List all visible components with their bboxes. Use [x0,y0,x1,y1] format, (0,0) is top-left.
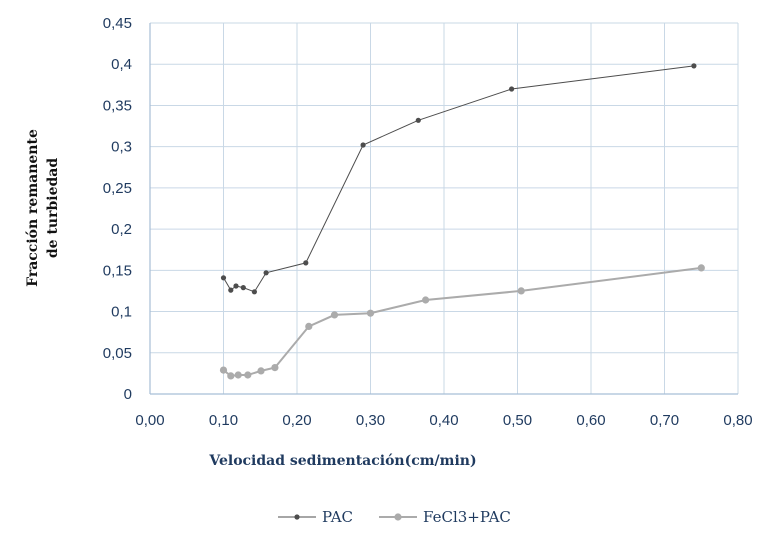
data-point [509,86,515,92]
y-axis-title-line-1: Fracción remanente [25,129,41,287]
series-line [222,266,702,377]
data-point [303,260,309,266]
y-axis-title-line-2: de turbiedad [45,158,61,258]
x-axis-title: Velocidad sedimentación(cm/min) [208,453,476,469]
legend: PAC FeCl3+PAC [278,508,511,526]
data-point [234,371,242,379]
data-point [220,275,227,281]
axes [149,23,738,395]
y-tick-label: 0,25 [103,180,132,197]
legend-item-fecl3-pac: FeCl3+PAC [379,508,511,526]
x-tick-label: 0,60 [576,412,605,429]
y-tick-label: 0,4 [111,56,132,73]
data-point [360,142,366,148]
data-point [227,372,235,380]
data-point [330,311,339,319]
series-fecl3-pac [219,264,705,380]
series-pac [220,63,697,295]
data-point [415,117,421,123]
y-tick-label: 0,15 [103,262,132,279]
legend-item-pac: PAC [278,508,353,526]
legend-label-pac: PAC [322,508,353,526]
data-point [422,296,430,304]
data-point [219,366,228,374]
x-tick-label: 0,40 [429,412,458,429]
data-point [244,371,252,379]
data-point [240,285,246,291]
data-point [305,322,313,330]
data-point [517,287,525,295]
legend-label-fecl3-pac: FeCl3+PAC [423,508,511,526]
y-tick-label: 0,45 [103,15,132,32]
data-point [228,287,234,293]
legend-marker-fecl3-pac [394,513,402,521]
data-point [366,309,375,317]
data-point [257,367,265,375]
grid [150,22,739,394]
y-tick-label: 0,05 [103,345,132,362]
data-point [233,283,239,289]
x-tick-label: 0,10 [209,412,238,429]
data-point [263,270,269,276]
x-tick-label: 0,00 [135,412,164,429]
data-point [691,63,697,69]
y-tick-label: 0,1 [111,304,132,321]
y-tick-label: 0 [124,386,132,403]
legend-marker-pac [294,514,300,520]
series-lines [219,63,705,380]
series-line [223,65,694,293]
y-tick-label: 0,2 [111,221,132,238]
y-tick-label: 0,35 [103,97,132,114]
x-tick-label: 0,70 [650,412,679,429]
data-point [271,364,279,372]
data-point [251,289,257,295]
x-tick-label: 0,20 [282,412,311,429]
tick-labels: 0 0,05 0,1 0,15 0,2 0,25 0,3 0,35 0,4 0,45 0,00 0,1… [103,15,753,429]
data-point [697,264,705,272]
x-tick-label: 0,50 [503,412,532,429]
x-tick-label: 0,80 [723,412,752,429]
y-axis-title: Fracción remanente de turbiedad [25,129,61,287]
x-tick-label: 0,30 [356,412,385,429]
y-tick-label: 0,3 [111,139,132,156]
